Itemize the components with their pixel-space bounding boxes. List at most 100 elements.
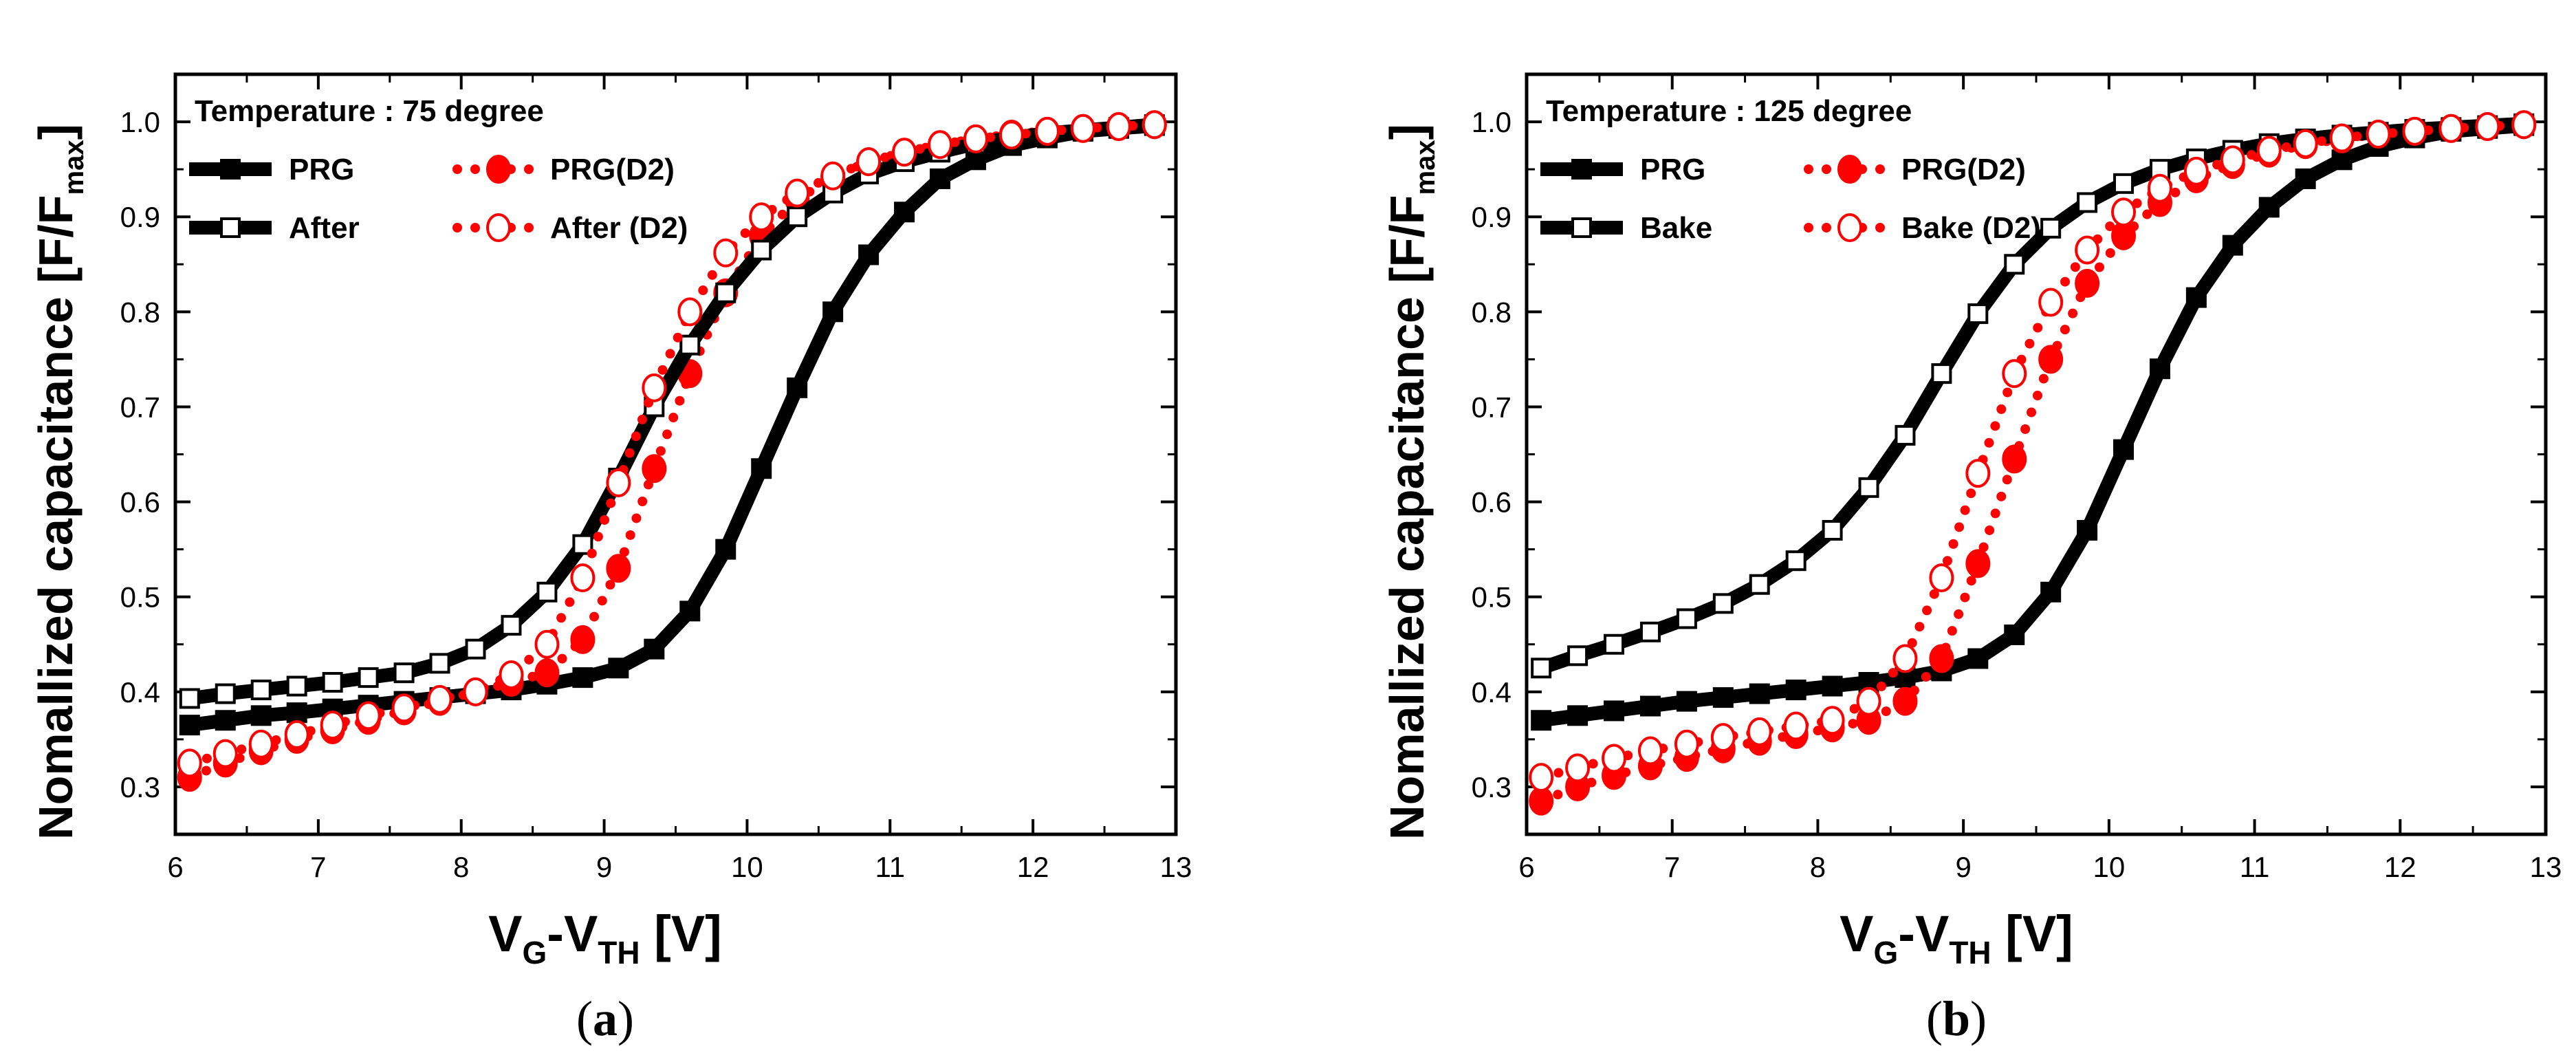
data-point — [1967, 303, 1989, 325]
x-axis-label-main: V — [488, 905, 522, 962]
y-axis-label-sub: max — [1410, 140, 1441, 195]
data-point — [212, 739, 238, 768]
x-axis-label-mid: -V — [547, 905, 598, 962]
series-after-d2 — [177, 110, 1167, 778]
data-point — [248, 729, 274, 759]
data-point — [1639, 695, 1661, 717]
series-line — [184, 120, 1159, 768]
y-axis-label-sub: max — [59, 140, 89, 195]
data-point — [1106, 111, 1131, 141]
series-line — [188, 118, 1155, 706]
x-axis-label-tail: [V] — [640, 905, 722, 962]
data-point — [822, 301, 844, 323]
y-tick-label: 0.9 — [1472, 201, 1511, 233]
y-tick-label: 1.0 — [120, 106, 160, 138]
series-after — [179, 114, 1165, 709]
data-point — [998, 120, 1024, 150]
data-point — [1034, 116, 1060, 146]
panel-caption: (a) — [576, 991, 634, 1046]
data-point — [715, 282, 736, 303]
x-axis-label-main: V — [1840, 905, 1873, 962]
data-point — [713, 238, 739, 268]
data-point — [1858, 477, 1879, 498]
data-point — [963, 124, 988, 153]
data-point — [2113, 439, 2135, 460]
data-point — [1747, 717, 1772, 746]
y-tick-label: 0.7 — [1472, 391, 1511, 423]
legend-entry: PRG(D2) — [452, 153, 675, 186]
data-point — [1931, 363, 1952, 384]
data-point — [858, 244, 880, 266]
data-point — [2147, 173, 2172, 203]
data-point — [2258, 197, 2280, 218]
temperature-annotation: Temperature : 125 degree — [1546, 94, 1912, 128]
legend-entry: PRG — [1540, 153, 1705, 186]
data-point — [2111, 197, 2137, 227]
data-point — [2366, 120, 2391, 149]
data-point — [179, 688, 200, 709]
data-point — [215, 683, 236, 704]
data-point — [2293, 129, 2318, 158]
data-point — [1531, 658, 1552, 679]
x-tick-label: 7 — [310, 851, 326, 883]
series-prg — [1531, 115, 2535, 731]
data-point — [1749, 574, 1770, 595]
data-point — [1639, 621, 1661, 642]
data-point — [1529, 763, 1554, 792]
data-point — [1604, 700, 1625, 722]
data-point — [894, 202, 915, 223]
data-point — [679, 334, 701, 356]
data-point — [465, 638, 486, 660]
x-axis-label-sub: G — [523, 935, 547, 971]
y-axis-label-main: Nomallized capacitance [F/F — [1380, 195, 1434, 839]
data-point — [2475, 111, 2500, 141]
data-point — [2438, 113, 2464, 143]
data-point — [570, 625, 596, 654]
data-point — [677, 297, 703, 327]
data-point — [429, 653, 450, 674]
y-tick-label: 0.8 — [1472, 296, 1511, 328]
data-point — [2075, 235, 2100, 265]
y-tick-label: 0.3 — [120, 771, 160, 803]
y-tick-label: 0.6 — [1472, 486, 1511, 519]
caption-letter: a — [593, 991, 618, 1046]
y-axis-label-close: ] — [1380, 124, 1434, 140]
plot-frame — [1525, 72, 2548, 836]
data-point — [572, 667, 593, 689]
series-line — [188, 118, 1155, 733]
data-point — [534, 658, 560, 688]
data-point — [2256, 136, 2282, 165]
data-point — [2511, 110, 2537, 140]
legend-label: After — [289, 211, 360, 245]
data-point — [2077, 192, 2098, 213]
data-point — [1895, 424, 1916, 446]
data-point — [1822, 675, 1843, 697]
legend-marker — [1571, 159, 1592, 180]
legend-marker — [486, 155, 511, 184]
data-point — [570, 563, 596, 593]
data-point — [177, 748, 202, 778]
data-point — [1820, 706, 1845, 735]
y-tick-label: 0.5 — [120, 581, 160, 614]
legend-marker — [220, 159, 241, 180]
data-point — [2040, 581, 2062, 603]
legend-entry: After (D2) — [452, 211, 688, 245]
x-axis-label-tail: [V] — [1991, 905, 2073, 962]
data-point — [606, 468, 631, 497]
legend-label: PRG(D2) — [1901, 153, 2026, 186]
data-point — [250, 680, 272, 701]
data-point — [179, 715, 200, 736]
data-point — [644, 638, 665, 660]
data-point — [250, 705, 272, 726]
x-tick-label: 11 — [875, 851, 905, 883]
data-point — [284, 719, 309, 749]
y-tick-label: 0.8 — [120, 296, 160, 328]
y-tick-label: 0.5 — [1472, 581, 1511, 614]
legend-entry: Bake — [1540, 211, 1712, 245]
data-point — [2004, 624, 2025, 645]
data-point — [1783, 711, 1809, 741]
series-bake-d2 — [1529, 110, 2537, 792]
x-tick-label: 11 — [2240, 851, 2270, 883]
data-point — [1712, 593, 1734, 614]
data-point — [2222, 235, 2243, 256]
